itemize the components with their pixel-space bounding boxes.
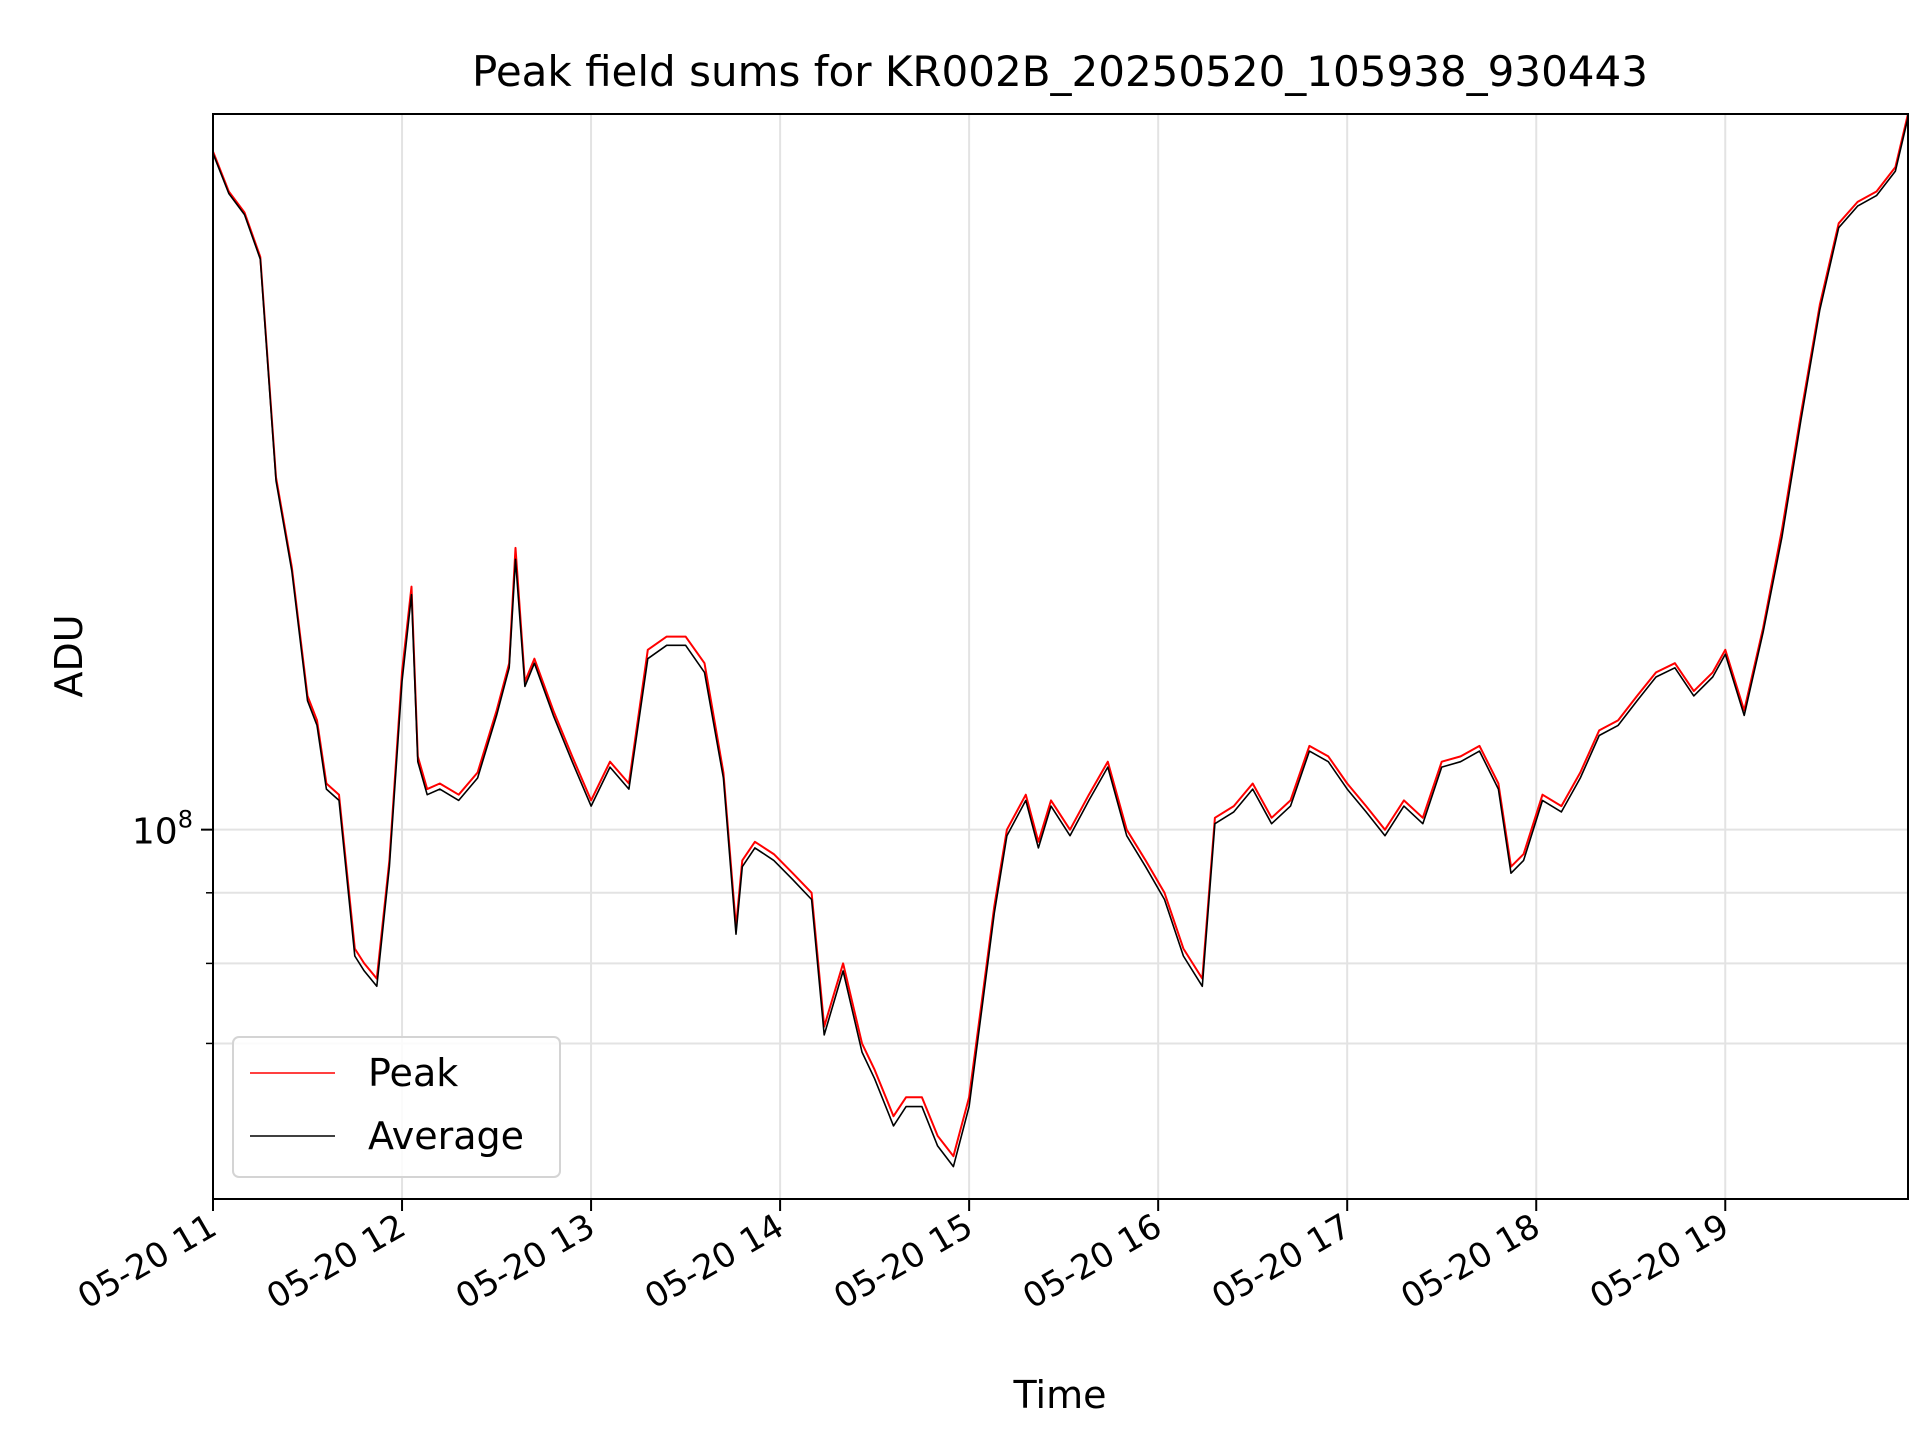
x-tick-label: 05-20 17 xyxy=(1205,1206,1357,1317)
x-tick-label: 05-20 16 xyxy=(1016,1206,1168,1317)
legend: Peak Average xyxy=(232,1036,561,1178)
y-axis-label: ADU xyxy=(47,614,91,697)
chart-title: Peak field sums for KR002B_20250520_1059… xyxy=(472,47,1648,96)
x-axis-ticks: 05-20 11 05-20 12 05-20 13 05-20 14 05-20 15… xyxy=(71,1199,1736,1317)
y-tick-label: 108 xyxy=(132,806,193,853)
series-layer xyxy=(212,113,1909,1168)
x-tick-label: 05-20 12 xyxy=(260,1206,412,1317)
x-tick-label: 05-20 14 xyxy=(638,1206,790,1317)
legend-peak-label: Peak xyxy=(368,1051,458,1095)
x-tick-label: 05-20 18 xyxy=(1394,1206,1546,1317)
y-axis-ticks: 108 xyxy=(132,806,213,1045)
legend-average-label: Average xyxy=(368,1114,524,1158)
x-tick-label: 05-20 19 xyxy=(1583,1206,1735,1317)
x-tick-label: 05-20 11 xyxy=(71,1206,223,1317)
legend-box xyxy=(232,1036,561,1178)
x-tick-label: 05-20 15 xyxy=(827,1206,979,1317)
series-line-average xyxy=(212,117,1909,1168)
x-tick-label: 05-20 13 xyxy=(449,1206,601,1317)
plot-frame xyxy=(212,113,1909,1200)
series-line-peak xyxy=(212,113,1909,1158)
x-axis-label: Time xyxy=(1013,1373,1107,1417)
